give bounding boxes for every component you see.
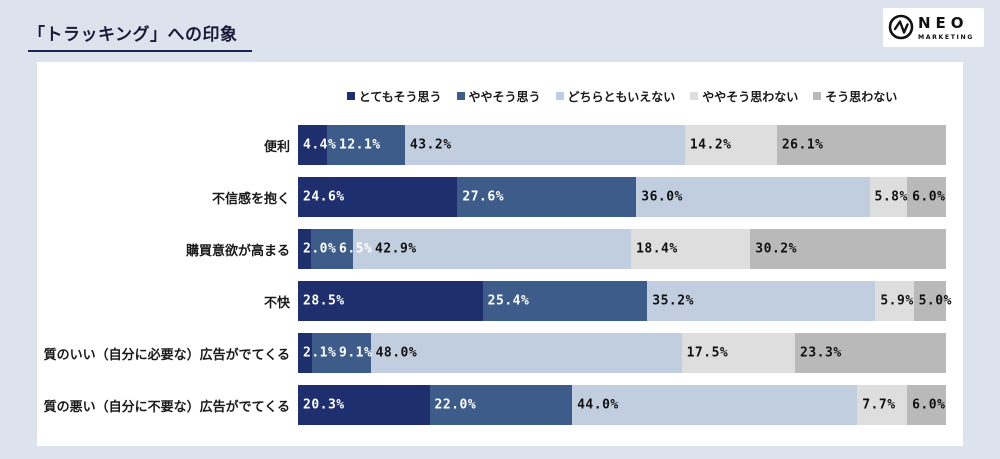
bar-row: 便利 4.4% 12.1% 43.2% 14.2% 26.1%	[37, 125, 963, 165]
chart-rows: 便利 4.4% 12.1% 43.2% 14.2% 26.1% 不信感を抱く 24.6% 27.…	[37, 125, 963, 425]
bar-row: 質のいい（自分に必要な）広告がでてくる 2.1% 9.1% 48.0% 17.5% 23.…	[37, 333, 963, 373]
bar-segment	[636, 177, 870, 217]
chart-legend: とてもそう思う ややそう思う どちらともいえない ややそう思わない そう思わない	[298, 88, 946, 104]
legend-label: ややそう思わない	[702, 89, 799, 104]
legend-item: どちらともいえない	[555, 88, 676, 105]
stacked-bar: 2.1% 9.1% 48.0% 17.5% 23.3%	[298, 333, 946, 373]
stacked-bar: 20.3% 22.0% 44.0% 7.7% 6.0%	[298, 385, 946, 425]
category-label: 質のいい（自分に必要な）広告がでてくる	[43, 347, 290, 363]
bar-segment	[429, 385, 573, 425]
legend-item: とてもそう思う	[346, 88, 442, 105]
legend-label: そう思わない	[825, 89, 898, 104]
category-label: 購買意欲が高まる	[185, 243, 290, 259]
bar-segment	[857, 385, 908, 425]
category-label: 不信感を抱く	[211, 191, 290, 207]
legend-marker-icon	[456, 92, 465, 100]
bar-segment	[370, 333, 682, 373]
legend-label: とてもそう思う	[358, 89, 442, 104]
bar-row: 質の悪い（自分に不要な）広告がでてくる 20.3% 22.0% 44.0% 7.7% 6.…	[37, 385, 963, 425]
stacked-bar: 24.6% 27.6% 36.0% 5.8% 6.0%	[298, 177, 946, 217]
bar-segment	[311, 333, 371, 373]
bar-row: 不快 28.5% 25.4% 35.2% 5.9% 5.0%	[37, 281, 963, 321]
bar-segment	[457, 177, 637, 217]
bar-segment	[572, 385, 858, 425]
bar-segment	[776, 125, 946, 165]
stacked-bar: 4.4% 12.1% 43.2% 14.2% 26.1%	[298, 125, 946, 165]
legend-marker-icon	[813, 92, 822, 100]
bar-segment	[482, 281, 648, 321]
pulse-zigzag-icon	[893, 20, 909, 34]
bar-segment	[681, 333, 795, 373]
bar-segment	[298, 177, 458, 217]
bar-segment	[353, 229, 632, 269]
category-label: 質の悪い（自分に不要な）広告がでてくる	[43, 399, 290, 415]
bar-segment	[750, 229, 946, 269]
legend-marker-icon	[555, 92, 564, 100]
bar-segment	[631, 229, 751, 269]
bar-segment	[298, 229, 311, 269]
bar-segment	[913, 281, 946, 321]
stacked-bar: 2.0% 6.5% 42.9% 18.4% 30.2%	[298, 229, 946, 269]
bar-segment	[684, 125, 777, 165]
bar-segment	[298, 281, 483, 321]
category-label: 不快	[263, 295, 290, 311]
bar-segment	[298, 125, 327, 165]
bar-segment	[326, 125, 405, 165]
bar-segment	[404, 125, 685, 165]
logo-sub-text: MARKETING	[918, 34, 974, 41]
bar-segment	[298, 385, 430, 425]
legend-label: ややそう思う	[468, 89, 541, 104]
legend-item: そう思わない	[813, 88, 897, 105]
chart-panel: とてもそう思う ややそう思う どちらともいえない ややそう思わない そう思わない 便利 4…	[37, 62, 963, 446]
neo-marketing-logo: NEO MARKETING	[883, 8, 984, 47]
bar-segment	[907, 385, 946, 425]
bar-row: 購買意欲が高まる 2.0% 6.5% 42.9% 18.4% 30.2%	[37, 229, 963, 269]
legend-item: ややそう思う	[456, 88, 541, 105]
bar-segment	[907, 177, 946, 217]
page-title: 「トラッキング」への印象	[28, 20, 252, 52]
category-label: 便利	[263, 139, 290, 155]
bar-segment	[794, 333, 946, 373]
bar-segment	[869, 177, 908, 217]
stacked-bar: 28.5% 25.4% 35.2% 5.9% 5.0%	[298, 281, 951, 321]
logo-graphic: NEO MARKETING	[888, 14, 974, 41]
bar-row: 不信感を抱く 24.6% 27.6% 36.0% 5.8% 6.0%	[37, 177, 963, 217]
logo-name-text: NEO	[918, 14, 969, 32]
bar-segment	[298, 333, 312, 373]
legend-marker-icon	[690, 92, 699, 100]
bar-segment	[875, 281, 914, 321]
bar-segment	[310, 229, 354, 269]
bar-segment	[647, 281, 876, 321]
logo-circle-icon	[888, 14, 914, 40]
legend-item: ややそう思わない	[690, 88, 798, 105]
legend-marker-icon	[346, 92, 355, 100]
legend-label: どちらともいえない	[567, 89, 676, 104]
